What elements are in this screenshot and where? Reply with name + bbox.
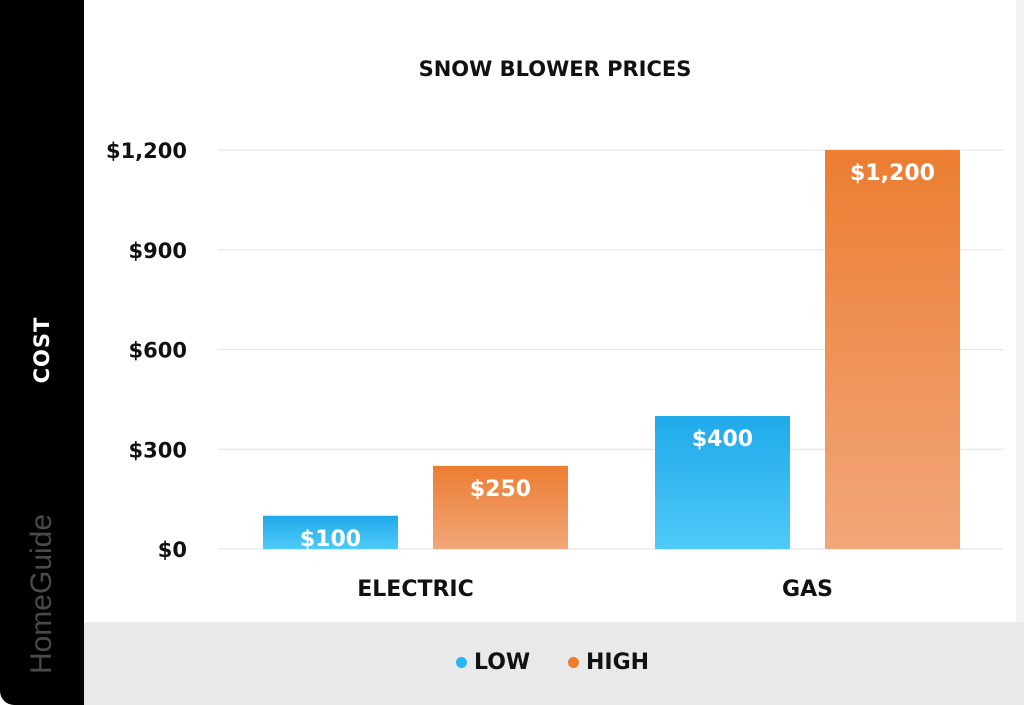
x-tick-label: GAS [782, 577, 833, 602]
y-tick-label: $1,200 [106, 139, 187, 163]
bar-high-gas [825, 150, 960, 549]
legend-dot-low [456, 657, 467, 668]
right-border [1016, 0, 1024, 705]
side-panel [0, 0, 84, 705]
legend-item-high: HIGH [568, 650, 649, 675]
data-label: $1,200 [850, 161, 935, 186]
y-tick-label: $600 [129, 339, 187, 363]
legend-label-low: LOW [474, 650, 531, 675]
bar-low-gas [655, 416, 790, 549]
data-label: $100 [300, 527, 361, 552]
y-tick-label: $900 [129, 239, 187, 263]
x-tick-label: ELECTRIC [357, 577, 474, 602]
data-label: $250 [470, 477, 531, 502]
legend-dot-high [568, 657, 579, 668]
bar-low-electric [263, 515, 398, 549]
legend-label-high: HIGH [586, 650, 650, 675]
chart-title: SNOW BLOWER PRICES [419, 57, 692, 81]
legend-band [84, 622, 1024, 705]
y-tick-label: $300 [129, 438, 187, 462]
legend-item-low: LOW [456, 650, 530, 675]
bar-high-electric [433, 465, 568, 549]
y-tick-label: $0 [158, 538, 187, 562]
data-label: $400 [692, 427, 753, 452]
